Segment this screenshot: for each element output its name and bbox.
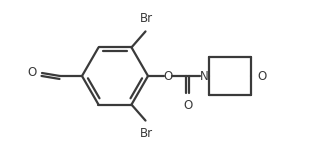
Text: O: O — [163, 69, 173, 83]
Text: O: O — [257, 69, 266, 83]
Text: N: N — [200, 69, 208, 83]
Text: O: O — [28, 66, 37, 78]
Text: Br: Br — [140, 12, 153, 25]
Text: O: O — [183, 99, 192, 112]
Text: Br: Br — [140, 127, 153, 140]
